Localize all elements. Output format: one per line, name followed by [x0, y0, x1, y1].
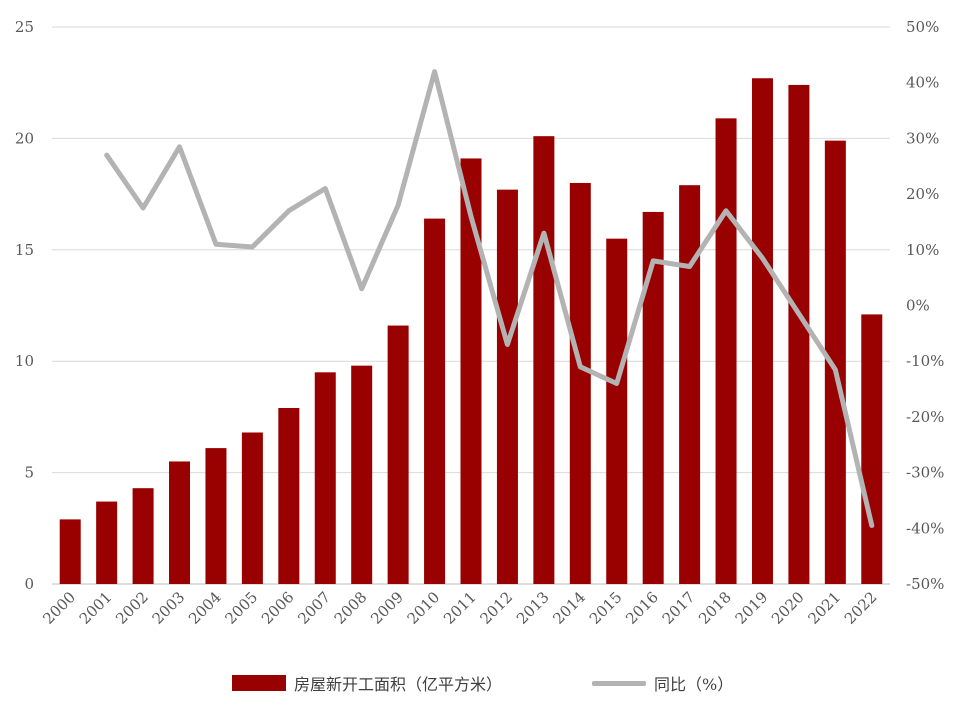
x-tick-label: 2003 — [149, 588, 189, 628]
x-tick-label: 2020 — [768, 588, 808, 628]
legend: 房屋新开工面积（亿平方米） 同比（%） — [0, 668, 964, 698]
right-tick-label: -10% — [906, 352, 944, 370]
bar — [424, 218, 446, 584]
left-tick-label: 10 — [15, 352, 34, 370]
right-tick-label: 10% — [906, 241, 939, 259]
x-tick-label: 2011 — [440, 588, 480, 628]
bar — [169, 461, 191, 584]
right-tick-label: -20% — [906, 408, 944, 426]
left-tick-label: 0 — [24, 575, 34, 593]
left-tick-label: 25 — [15, 18, 34, 36]
bar — [606, 238, 628, 584]
x-tick-label: 2001 — [76, 588, 116, 628]
left-tick-label: 15 — [15, 241, 34, 259]
x-tick-label: 2013 — [513, 588, 553, 628]
x-tick-label: 2004 — [185, 588, 225, 628]
right-tick-label: 50% — [906, 18, 939, 36]
x-tick-label: 2016 — [622, 588, 662, 628]
right-tick-label: -50% — [906, 575, 944, 593]
x-tick-label: 2012 — [477, 588, 517, 628]
x-tick-label: 2019 — [732, 588, 772, 628]
right-tick-label: 20% — [906, 185, 939, 203]
bar — [460, 158, 482, 584]
x-tick-label: 2021 — [804, 588, 844, 628]
bar — [824, 140, 846, 585]
bar — [132, 488, 154, 584]
right-tick-label: -40% — [906, 519, 944, 537]
right-axis-ticks: -50% -40% -30% -20% -10% 0% 10% 20% 30% 40% 50% — [906, 18, 944, 593]
x-tick-label: 2007 — [294, 588, 334, 628]
right-tick-label: 40% — [906, 74, 939, 92]
bar — [205, 448, 227, 584]
x-tick-label: 2022 — [841, 588, 881, 628]
bar — [569, 182, 591, 584]
bar — [241, 432, 263, 584]
left-tick-label: 5 — [24, 464, 34, 482]
bar — [533, 136, 555, 584]
bar — [314, 372, 336, 584]
x-tick-label: 2002 — [112, 588, 152, 628]
legend-item-area: 房屋新开工面积（亿平方米） — [232, 668, 502, 698]
legend-label-yoy: 同比（%） — [654, 675, 734, 694]
bar — [861, 314, 883, 584]
bar — [59, 519, 81, 584]
right-tick-label: 0% — [906, 297, 930, 315]
legend-swatch-bar — [232, 675, 286, 691]
bar — [642, 211, 664, 584]
bar — [351, 365, 373, 584]
left-tick-label: 20 — [15, 129, 34, 147]
bar — [387, 325, 409, 584]
x-tick-label: 2018 — [695, 588, 735, 628]
legend-label-area: 房屋新开工面积（亿平方米） — [294, 675, 503, 694]
bar — [96, 501, 118, 584]
x-axis-ticks: 2000200120022003200420052006200720082009… — [39, 588, 880, 628]
left-axis-ticks: 0 5 10 15 20 25 — [15, 18, 34, 593]
yoy-line — [104, 69, 875, 528]
x-tick-label: 2006 — [258, 588, 298, 628]
bar-series — [59, 78, 883, 585]
line-series — [104, 69, 875, 528]
combo-chart: 0 5 10 15 20 25 -50% -40% -30% -20% -10% 0% 10% 20% 3… — [15, 18, 945, 628]
legend-swatch-line — [592, 680, 646, 686]
bar — [715, 118, 737, 585]
bar — [751, 78, 773, 584]
bar — [278, 407, 300, 584]
bar — [679, 185, 701, 585]
x-tick-label: 2017 — [659, 588, 699, 628]
x-tick-label: 2009 — [367, 588, 407, 628]
legend-item-yoy: 同比（%） — [592, 668, 733, 698]
x-tick-label: 2010 — [404, 588, 444, 628]
x-tick-label: 2000 — [39, 588, 79, 628]
x-tick-label: 2008 — [331, 588, 371, 628]
x-tick-label: 2005 — [221, 588, 261, 628]
bar — [788, 84, 810, 584]
bar — [496, 189, 518, 585]
right-tick-label: 30% — [906, 129, 939, 147]
right-tick-label: -30% — [906, 464, 944, 482]
x-tick-label: 2014 — [549, 588, 589, 628]
x-tick-label: 2015 — [586, 588, 626, 628]
